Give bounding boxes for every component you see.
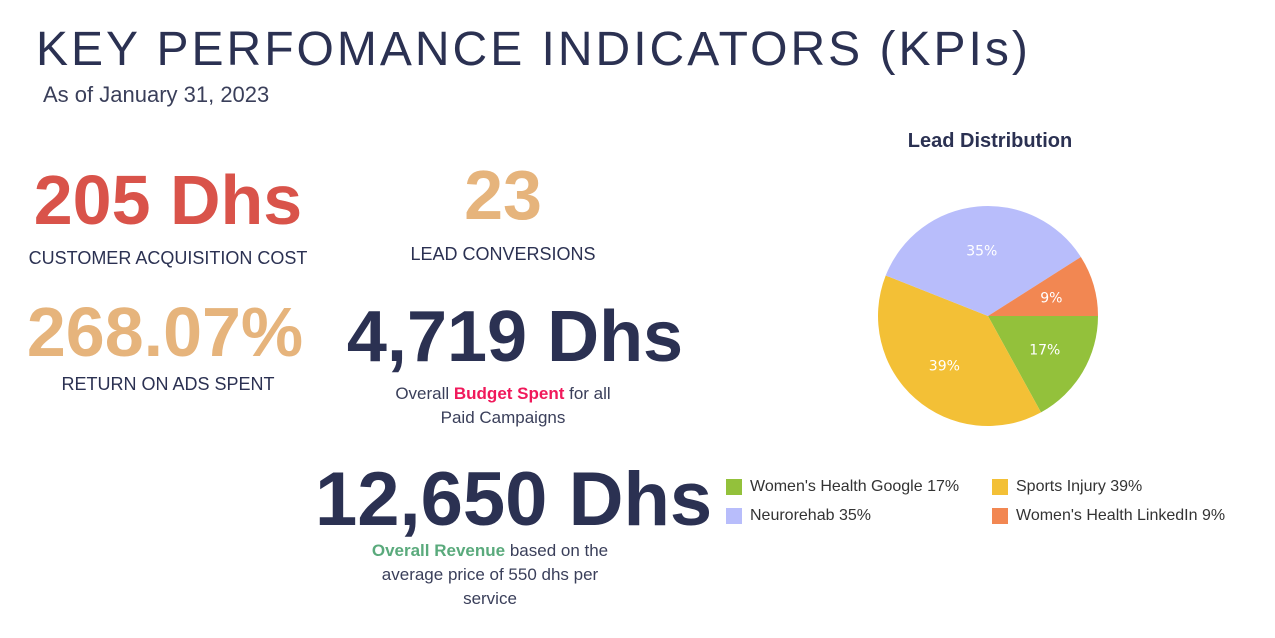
page-title: KEY PERFOMANCE INDICATORS (KPIs) xyxy=(36,23,1031,76)
legend-label: Neurorehab 35% xyxy=(750,507,871,524)
pie-data-label: 17% xyxy=(1029,343,1060,359)
budget-description: Overall Budget Spent for all Paid Campai… xyxy=(353,382,653,430)
cac-label: CUSTOMER ACQUISITION COST xyxy=(28,248,308,268)
legend-label: Sports Injury 39% xyxy=(1016,478,1143,495)
budget-desc-text: for all xyxy=(564,384,611,403)
legend-label: Women's Health Google 17% xyxy=(750,478,960,495)
legend-item: Women's Health Google 17% xyxy=(726,478,959,496)
legend-item: Neurorehab 35% xyxy=(726,507,871,525)
legend-item: Sports Injury 39% xyxy=(992,478,1142,496)
legend-label: Women's Health LinkedIn 9% xyxy=(1016,507,1226,524)
roas-label: RETURN ON ADS SPENT xyxy=(61,374,275,394)
revenue-value: 12,650 Dhs xyxy=(315,457,713,542)
revenue-description: Overall Revenue based on the average pri… xyxy=(340,539,640,611)
cac-value: 205 Dhs xyxy=(33,161,303,239)
pie-slice xyxy=(878,275,1041,426)
pie-slice xyxy=(885,206,1081,316)
budget-highlight: Budget Spent xyxy=(453,384,565,403)
pie-slice xyxy=(988,316,1098,413)
pie-data-label: 35% xyxy=(966,243,997,259)
revenue-desc-text: based on the xyxy=(505,541,609,560)
legend-swatch xyxy=(726,508,742,524)
revenue-desc-text: service xyxy=(463,589,517,608)
page-subtitle: As of January 31, 2023 xyxy=(43,82,270,107)
legend-swatch xyxy=(992,479,1008,495)
conversions-label: LEAD CONVERSIONS xyxy=(410,244,596,264)
pie-chart: 17% 39% 35% 9% xyxy=(878,206,1098,426)
budget-desc-text: Paid Campaigns xyxy=(440,408,566,427)
budget-value: 4,719 Dhs xyxy=(346,297,684,377)
pie-slice xyxy=(988,257,1098,316)
pie-data-label: 39% xyxy=(929,359,960,375)
pie-data-label: 9% xyxy=(1040,291,1062,307)
conversions-value: 23 xyxy=(464,156,542,234)
legend-swatch xyxy=(992,508,1008,524)
revenue-desc-text: average price of 550 dhs per xyxy=(381,565,599,584)
chart-title: Lead Distribution xyxy=(907,130,1073,152)
revenue-highlight: Overall Revenue xyxy=(371,541,506,560)
roas-value: 268.07% xyxy=(26,293,304,371)
budget-desc-text: Overall xyxy=(395,384,454,403)
legend-item: Women's Health LinkedIn 9% xyxy=(992,507,1225,525)
legend-swatch xyxy=(726,479,742,495)
